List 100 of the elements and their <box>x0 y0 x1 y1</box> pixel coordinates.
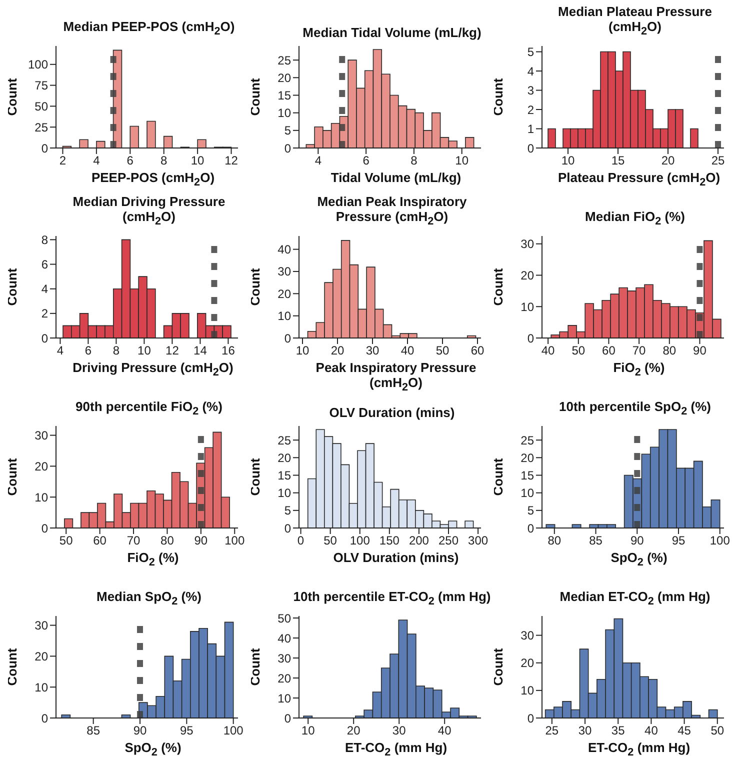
y-tick-label: 0 <box>284 331 292 346</box>
y-tick-label: 2 <box>527 102 534 117</box>
y-tick-label: 1 <box>527 122 534 136</box>
y-tick-label: 4 <box>527 64 534 78</box>
x-tick-label: 50 <box>710 724 724 738</box>
x-tick-label: 90 <box>693 344 707 358</box>
x-tick-label: 40 <box>541 344 556 358</box>
y-tick-label: 40 <box>278 631 292 646</box>
x-tick-label: 80 <box>662 344 676 358</box>
x-tick-label: 50 <box>572 344 586 358</box>
x-tick-label: 30 <box>578 724 592 738</box>
x-tick-label: 12 <box>166 344 180 358</box>
y-tick-label: 3 <box>527 84 534 98</box>
y-tick-label: 100 <box>28 58 48 72</box>
chart-title: Median PEEP-POS (cmH$_{2}$O) <box>63 19 235 40</box>
y-tick-label: 40 <box>278 242 292 257</box>
y-tick-label: 8 <box>41 232 48 247</box>
x-tick-label: 250 <box>438 534 459 548</box>
y-tick-label: 15 <box>278 88 292 102</box>
x-tick-label: 2 <box>59 154 66 168</box>
x-tick-label: 25 <box>545 724 559 738</box>
x-tick-label: 90 <box>194 534 208 548</box>
y-tick-label: 25 <box>520 433 534 448</box>
y-tick-label: 25 <box>278 433 292 448</box>
y-tick-label: 30 <box>520 237 534 252</box>
x-tick-label: 10 <box>455 154 469 168</box>
x-tick-label: 10 <box>561 154 575 168</box>
x-tick-label: 60 <box>470 344 484 358</box>
x-axis-title: OLV Duration (mins) <box>332 550 460 565</box>
x-tick-label: 60 <box>602 344 616 358</box>
y-tick-label: 0 <box>527 711 534 726</box>
x-tick-label: 20 <box>346 724 361 738</box>
x-tick-label: 40 <box>400 344 414 358</box>
y-tick-label: 20 <box>520 656 534 670</box>
x-tick-label: 25 <box>711 154 725 168</box>
y-tick-label: 30 <box>520 628 534 643</box>
y-tick-label: 20 <box>34 649 48 664</box>
chart-title: Median SpO$_{2}$ (%) <box>96 589 202 610</box>
y-tick-label: 30 <box>34 618 48 633</box>
y-tick-label: 10 <box>278 691 292 706</box>
y-tick-label: 10 <box>520 486 534 500</box>
y-tick-label: 20 <box>278 450 292 465</box>
y-tick-label: 10 <box>278 309 292 324</box>
x-tick-label: 0 <box>297 534 304 548</box>
y-tick-label: 5 <box>284 504 292 518</box>
y-tick-label: 15 <box>278 468 292 482</box>
chart-title: Median Tidal Volume (mL/kg) <box>302 25 482 40</box>
x-axis-title: FiO$_{2}$ (%) <box>126 550 180 569</box>
x-tick-label: 45 <box>678 724 692 738</box>
y-tick-label: 20 <box>520 450 534 465</box>
x-tick-label: 14 <box>194 344 208 358</box>
x-tick-label: 6 <box>126 154 134 168</box>
x-axis-title: ET-CO$_{2}$ (mm Hg) <box>344 740 448 759</box>
y-tick-label: 0 <box>284 141 292 156</box>
x-tick-label: 150 <box>379 534 400 548</box>
x-tick-label: 8 <box>112 344 120 358</box>
x-tick-label: 90 <box>133 724 147 738</box>
x-tick-label: 10 <box>296 344 310 358</box>
y-tick-label: 10 <box>278 106 292 120</box>
x-tick-label: 70 <box>126 534 141 548</box>
y-tick-label: 75 <box>34 78 48 93</box>
y-tick-label: 6 <box>41 258 48 272</box>
x-tick-label: 40 <box>644 724 658 738</box>
x-tick-label: 200 <box>408 534 430 548</box>
x-tick-label: 100 <box>710 534 730 548</box>
x-tick-label: 6 <box>362 154 370 168</box>
x-tick-label: 20 <box>330 344 344 358</box>
y-tick-label: 15 <box>520 468 534 482</box>
y-tick-label: 0 <box>41 331 48 346</box>
chart-title: Median Driving Pressure (cmH$_{2}$O) <box>72 194 226 230</box>
x-axis-title: Plateau Pressure (cmH$_{2}$O) <box>556 170 722 189</box>
y-tick-label: 2 <box>41 306 48 321</box>
y-tick-label: 0 <box>41 141 48 156</box>
x-tick-label: 10 <box>138 344 152 358</box>
x-tick-label: 8 <box>160 154 168 168</box>
x-tick-label: 10 <box>190 154 205 168</box>
chart-title: Median ET-CO$_{2}$ (mm Hg) <box>560 589 710 610</box>
chart-title: Median Plateau Pressure (cmH$_{2}$O) <box>557 4 713 40</box>
x-tick-label: 70 <box>632 344 646 358</box>
y-tick-label: 5 <box>527 45 534 60</box>
y-tick-label: 0 <box>284 711 292 726</box>
x-tick-label: 6 <box>84 344 92 358</box>
chart-title: 10th percentile SpO$_{2}$ (%) <box>559 399 711 420</box>
y-tick-label: 0 <box>527 331 534 346</box>
x-tick-label: 35 <box>611 724 626 738</box>
x-axis-title: FiO$_{2}$ (%) <box>612 360 666 379</box>
y-tick-label: 10 <box>520 300 534 314</box>
y-tick-label: 0 <box>41 521 48 536</box>
y-tick-label: 0 <box>527 521 534 536</box>
y-tick-label: 25 <box>34 120 48 134</box>
y-tick-label: 10 <box>34 490 48 504</box>
chart-title: Median Peak Inspiratory Pressure (cmH$_{2}$O) <box>316 194 468 230</box>
x-tick-label: 16 <box>222 344 236 358</box>
chart-title: OLV Duration (mins) <box>329 405 455 420</box>
x-tick-label: 20 <box>661 154 675 168</box>
x-axis-title: Driving Pressure (cmH$_{2}$O) <box>72 360 234 379</box>
x-tick-label: 95 <box>180 724 194 738</box>
x-tick-label: 50 <box>436 344 450 358</box>
x-tick-label: 30 <box>366 344 380 358</box>
y-tick-label: 30 <box>34 428 48 443</box>
